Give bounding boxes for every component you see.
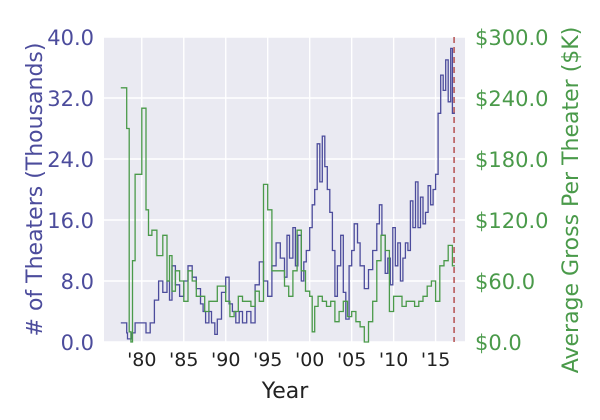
right-y-tick-labels: $0.0 $60.0 $120.0 $180.0 $240.0 $300.0 <box>475 26 548 355</box>
x-tick-labels: '80 '85 '90 '95 '00 '05 '10 '15 <box>127 349 450 371</box>
x-tick-label-2: '90 <box>211 349 240 371</box>
x-tick-label-3: '95 <box>253 349 282 371</box>
left-y-tick-label-1: 8.0 <box>61 270 94 294</box>
left-y-tick-label-3: 24.0 <box>47 148 94 172</box>
right-y-tick-label-0: $0.0 <box>475 331 522 355</box>
x-tick-label-4: '00 <box>295 349 324 371</box>
x-axis-label: Year <box>261 379 310 404</box>
right-y-tick-label-3: $180.0 <box>475 148 548 172</box>
series-group <box>120 47 455 343</box>
left-y-tick-labels: 0.0 8.0 16.0 24.0 32.0 40.0 <box>47 26 94 355</box>
left-y-tick-label-5: 40.0 <box>47 26 94 50</box>
x-tick-label-7: '15 <box>421 349 450 371</box>
x-tick-label-6: '10 <box>379 349 408 371</box>
series-theaters-line <box>120 47 455 340</box>
plot-area <box>104 37 465 342</box>
x-tick-label-0: '80 <box>127 349 156 371</box>
x-tick-label-1: '85 <box>169 349 198 371</box>
right-y-tick-label-4: $240.0 <box>475 87 548 111</box>
series-avg-gross-line <box>120 87 455 343</box>
left-y-axis-label: # of Theaters (Thousands) <box>23 43 48 337</box>
left-y-tick-label-4: 32.0 <box>47 87 94 111</box>
left-y-tick-label-2: 16.0 <box>47 209 94 233</box>
right-y-axis-label: Average Gross Per Theater ($K) <box>559 27 584 374</box>
x-tick-label-5: '05 <box>337 349 366 371</box>
right-y-tick-label-1: $60.0 <box>475 270 535 294</box>
right-y-tick-label-2: $120.0 <box>475 209 548 233</box>
right-y-tick-label-5: $300.0 <box>475 26 548 50</box>
left-y-tick-label-0: 0.0 <box>61 331 94 355</box>
